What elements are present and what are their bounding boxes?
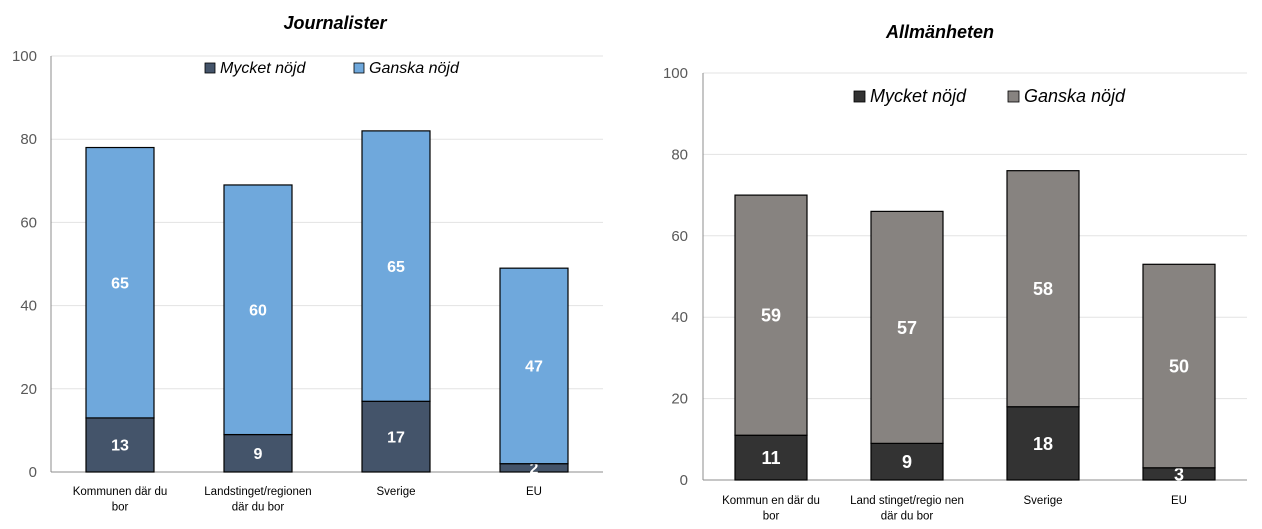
x-tick-label-line: bor <box>112 502 129 514</box>
legend-label: Mycket nöjd <box>870 86 967 106</box>
x-tick-label: EU <box>526 486 542 498</box>
x-tick-label-line: Sverige <box>377 486 416 498</box>
legend-swatch <box>204 62 216 74</box>
chart-panel-allmanheten: Allmänheten 0 20 40 60 80 100 11 59 Kommun en där… <box>640 0 1262 524</box>
y-tick-label: 80 <box>20 131 37 148</box>
y-tick-label: 0 <box>29 464 37 481</box>
x-tick-label-line: Kommun en där du <box>722 495 820 507</box>
chart-journalister: Journalister 0 20 40 60 80 100 13 65 Kommunen där… <box>12 13 603 514</box>
chart-allmanheten: Allmänheten 0 20 40 60 80 100 11 59 Kommun en där… <box>663 22 1247 523</box>
bar-mycket-nojd <box>85 417 155 473</box>
bar-ganska-nojd <box>361 130 431 402</box>
x-tick-label: Land stinget/regio nen där du bor <box>850 495 964 523</box>
x-tick-label: Sverige <box>377 486 416 498</box>
x-tick-label-line: bor <box>763 511 780 523</box>
chart-title: Allmänheten <box>885 22 994 42</box>
x-tick-label: Kommunen där du bor <box>73 486 168 514</box>
y-tick-label: 40 <box>20 298 37 315</box>
legend-label: Ganska nöjd <box>369 60 460 77</box>
x-tick-label: Sverige <box>1024 495 1063 507</box>
x-tick-label-line: där du bor <box>232 502 285 514</box>
data-label: 65 <box>387 259 405 276</box>
data-label: 50 <box>1169 357 1189 377</box>
data-label: 65 <box>111 275 129 292</box>
bar-ganska-nojd <box>85 146 155 419</box>
x-tick-label-line: Kommunen där du <box>73 486 168 498</box>
bar-ganska-nojd <box>734 194 808 436</box>
data-label: 58 <box>1033 279 1053 299</box>
legend-label: Mycket nöjd <box>220 60 306 77</box>
data-label: 57 <box>897 318 917 338</box>
legend-swatch <box>853 90 866 103</box>
x-tick-label: EU <box>1171 495 1187 507</box>
x-tick-label-line: EU <box>526 486 542 498</box>
legend-swatch <box>353 62 365 74</box>
bar-ganska-nojd <box>499 267 569 465</box>
data-label: 60 <box>249 303 267 320</box>
y-tick-label: 60 <box>671 228 688 245</box>
bar-mycket-nojd <box>223 433 293 473</box>
bar-ganska-nojd <box>1142 263 1216 469</box>
data-label: 18 <box>1033 434 1053 454</box>
data-label: 11 <box>761 448 780 468</box>
legend-label: Ganska nöjd <box>1024 86 1126 106</box>
x-tick-label: Kommun en där du bor <box>722 495 820 523</box>
y-tick-label: 100 <box>12 48 37 65</box>
data-label: 17 <box>387 429 405 446</box>
y-tick-label: 0 <box>680 472 688 489</box>
legend-swatch <box>1007 90 1020 103</box>
data-label: 59 <box>761 306 781 326</box>
bar-mycket-nojd <box>870 442 944 481</box>
x-tick-label-line: Sverige <box>1024 495 1063 507</box>
x-tick-label-line: Land stinget/regio nen <box>850 495 964 507</box>
x-tick-label: Landstinget/regionen där du bor <box>204 486 311 514</box>
bar-ganska-nojd <box>870 210 944 444</box>
y-tick-label: 20 <box>20 381 37 398</box>
data-label: 2 <box>530 461 539 478</box>
data-label: 9 <box>254 446 263 463</box>
y-tick-label: 80 <box>671 146 688 163</box>
chart-panel-journalister: Journalister 0 20 40 60 80 100 13 65 Kommunen där… <box>0 0 620 524</box>
y-tick-label: 100 <box>663 65 688 82</box>
x-tick-label-line: Landstinget/regionen <box>204 486 311 498</box>
bar-mycket-nojd <box>1006 406 1080 481</box>
bar-ganska-nojd <box>1006 170 1080 408</box>
x-tick-label-line: där du bor <box>881 511 934 523</box>
bar-ganska-nojd <box>223 184 293 436</box>
data-label: 13 <box>111 438 129 455</box>
data-label: 47 <box>525 359 543 376</box>
y-tick-label: 60 <box>20 214 37 231</box>
chart-title: Journalister <box>283 13 387 33</box>
y-tick-label: 40 <box>671 309 688 326</box>
x-tick-label-line: EU <box>1171 495 1187 507</box>
bar-mycket-nojd <box>361 400 431 473</box>
y-tick-label: 20 <box>671 391 688 408</box>
data-label: 3 <box>1174 464 1184 484</box>
bar-mycket-nojd <box>734 434 808 481</box>
data-label: 9 <box>902 452 912 472</box>
